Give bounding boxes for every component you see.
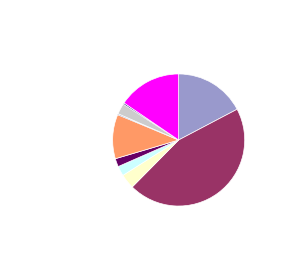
Wedge shape xyxy=(115,140,179,167)
Wedge shape xyxy=(118,104,179,140)
Wedge shape xyxy=(118,140,179,175)
Wedge shape xyxy=(118,114,179,140)
Wedge shape xyxy=(113,115,179,159)
Wedge shape xyxy=(123,103,179,140)
Wedge shape xyxy=(132,109,245,206)
Wedge shape xyxy=(179,74,237,140)
Wedge shape xyxy=(123,140,179,187)
Wedge shape xyxy=(124,74,179,140)
